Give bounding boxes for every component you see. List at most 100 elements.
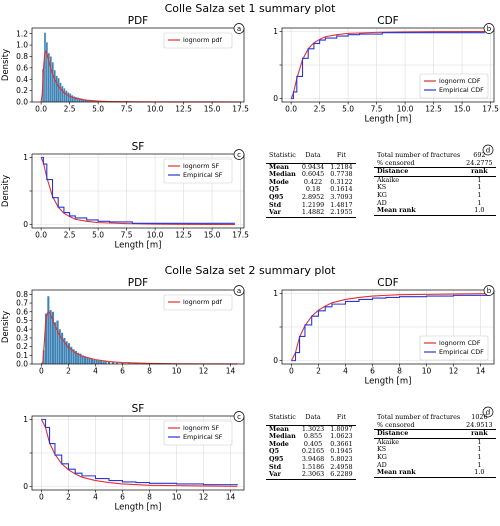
y-tick-label: 0.2 xyxy=(16,342,28,351)
x-tick-label: 7.5 xyxy=(121,105,133,114)
stat-label: Mean xyxy=(269,424,289,433)
series-line xyxy=(41,310,238,365)
stat-data: 3.9468 xyxy=(301,454,325,463)
x-tick-label: 0.0 xyxy=(35,105,47,114)
y-tick-label: 0.6 xyxy=(16,307,28,316)
panel-badge-letter: a xyxy=(237,25,241,33)
y-tick-label: 0.0 xyxy=(16,98,28,107)
x-tick-label: 15.0 xyxy=(204,231,221,240)
x-tick-label: 4 xyxy=(93,367,98,376)
rank-label: KS xyxy=(377,183,387,192)
chart-title: CDF xyxy=(377,15,398,27)
chart-title: PDF xyxy=(128,277,148,289)
panel-badge xyxy=(233,149,245,160)
summary-row: % censored 24.9513 xyxy=(374,421,496,431)
svg-text:d: d xyxy=(486,146,490,154)
series-line xyxy=(41,418,238,486)
x-tick-label: 12.5 xyxy=(175,105,192,114)
series-line xyxy=(291,294,488,362)
y-tick-label: 1 xyxy=(273,289,278,298)
x-tick-label: 10 xyxy=(172,493,182,502)
stats-header: Fit xyxy=(327,413,356,426)
panel-badge-letter: a xyxy=(237,287,241,295)
set1-title: Colle Salza set 1 summary plot xyxy=(164,2,336,15)
table-row: Var 2.3063 6.2289 xyxy=(266,470,356,480)
legend-label: Empirical CDF xyxy=(439,86,484,94)
table-row: KG 1 xyxy=(374,191,496,200)
stat-label: Std xyxy=(269,462,282,471)
histogram-bar xyxy=(93,359,96,365)
x-tick-label: 10.0 xyxy=(147,231,164,240)
x-tick-label: 6 xyxy=(120,493,125,502)
table-row: Mean 1.3023 1.8097 xyxy=(266,425,356,433)
y-tick-label: 0.8 xyxy=(16,290,28,299)
histogram-bar xyxy=(61,85,64,103)
panel-badge-letter: b xyxy=(487,25,492,33)
x-tick-label: 0 xyxy=(289,367,294,376)
stats-table: Statistic Data Fit Mean 1.3023 1.8097 Medi… xyxy=(266,413,356,480)
y-tick-label: 0.8 xyxy=(16,52,28,61)
stat-data: 0.405 xyxy=(303,439,323,448)
x-axis-label: Length [m] xyxy=(365,115,412,125)
y-tick-label: 0.4 xyxy=(16,75,28,84)
y-tick-label: 0 xyxy=(273,356,278,365)
panel-badge-d: d xyxy=(482,406,494,418)
set2-stats-panel: d Statistic Data Fit Mean 1.3023 1.8097 Me… xyxy=(262,406,496,510)
y-tick-label: 0.7 xyxy=(16,299,28,308)
summary-value: 24.2775 xyxy=(463,159,496,169)
x-tick-label: 14 xyxy=(226,493,236,502)
x-tick-label: 4 xyxy=(93,493,98,502)
x-tick-label: 12 xyxy=(449,367,459,376)
table-row: Std 1.2199 1.4817 xyxy=(266,200,356,210)
histogram-bar xyxy=(55,75,58,103)
legend-label: lognorm pdf xyxy=(183,298,223,306)
x-tick-label: 2 xyxy=(66,367,71,376)
table-row: Akaike 1 xyxy=(374,438,496,446)
stats-header: Statistic xyxy=(266,413,299,426)
stats-table: Statistic Data Fit Mean 0.9434 1.2184 Medi… xyxy=(266,151,356,218)
summary-value: 692 xyxy=(473,151,486,159)
x-tick-label: 17.5 xyxy=(232,231,249,240)
x-tick-label: 6 xyxy=(370,367,375,376)
rank-value: 1 xyxy=(477,460,482,469)
stat-fit: 6.2289 xyxy=(327,470,356,480)
legend-label: Empirical SF xyxy=(183,433,223,441)
stat-label: Q5 xyxy=(269,185,280,194)
legend-label: Empirical CDF xyxy=(439,348,484,356)
svg-text:d: d xyxy=(486,408,490,416)
stat-data: 0.6045 xyxy=(301,170,325,179)
panel-badge-letter: c xyxy=(237,151,241,159)
histogram-bar xyxy=(47,295,50,365)
stat-label: Std xyxy=(269,200,282,209)
table-row: KG 1 xyxy=(374,453,496,462)
x-tick-label: 6 xyxy=(120,367,125,376)
table-row: Mode 0.405 0.3661 xyxy=(266,439,356,449)
mean-rank-label: Mean rank xyxy=(374,206,464,216)
x-axis-label: Length [m] xyxy=(115,503,162,513)
y-tick-label: 0.3 xyxy=(16,333,28,342)
table-row: Q95 3.9468 5.8023 xyxy=(266,454,356,464)
x-tick-label: 5.0 xyxy=(92,231,104,240)
summary-label: Total number of fractures xyxy=(377,413,461,421)
stat-fit: 1.0623 xyxy=(330,432,353,441)
table-row: Median 0.6045 0.7738 xyxy=(266,171,356,179)
mean-rank-row: Mean rank 1.0 xyxy=(374,206,496,216)
rank-label: Akaike xyxy=(377,175,399,184)
x-tick-label: 15.0 xyxy=(204,105,221,114)
histogram-bar xyxy=(45,42,48,103)
stat-fit: 2.1955 xyxy=(327,208,356,218)
y-tick-label: 1 xyxy=(23,153,28,162)
summary-label: % censored xyxy=(374,159,464,169)
mean-rank-value: 1.0 xyxy=(463,468,496,478)
set1-stats-panel: d Statistic Data Fit Mean 0.9434 1.2184 Me… xyxy=(262,144,496,248)
mean-rank-label: Mean rank xyxy=(374,468,464,478)
stat-label: Q95 xyxy=(269,454,284,463)
table-row: Median 0.855 1.0623 xyxy=(266,433,356,441)
stats-header: Statistic xyxy=(266,151,299,164)
set2-sf-chart: SF 0 2 4 6 8 10 12 14 0 1 Length [m] c lognorm SFEmpi… xyxy=(23,403,245,513)
x-tick-label: 0.0 xyxy=(285,105,297,114)
rank-value: 1 xyxy=(477,445,482,454)
panel-badge xyxy=(233,411,245,422)
x-tick-label: 4 xyxy=(343,367,348,376)
stat-fit: 3.7093 xyxy=(330,192,353,201)
